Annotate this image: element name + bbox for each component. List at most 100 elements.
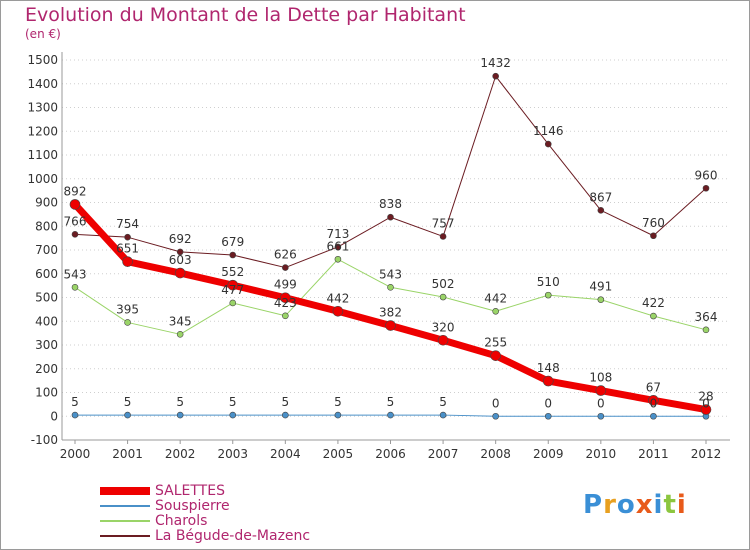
data-label: 5 — [439, 395, 447, 409]
data-point — [702, 326, 710, 334]
data-point — [71, 283, 79, 291]
data-point — [332, 305, 344, 317]
data-label: 754 — [116, 217, 139, 231]
data-label: 0 — [492, 396, 500, 410]
x-tick-label: 2004 — [270, 447, 301, 461]
data-label: 543 — [379, 267, 402, 281]
data-label: 0 — [702, 396, 710, 410]
data-label: 477 — [221, 283, 244, 297]
data-point — [229, 251, 237, 259]
data-label: 543 — [64, 267, 87, 281]
data-label: 0 — [544, 396, 552, 410]
data-label: 442 — [484, 291, 507, 305]
data-label: 838 — [379, 197, 402, 211]
logo-letter: i — [653, 490, 664, 520]
data-point — [334, 411, 342, 419]
data-label: 692 — [169, 232, 192, 246]
x-tick-label: 2002 — [165, 447, 196, 461]
data-point — [387, 213, 394, 221]
data-point — [597, 412, 605, 420]
logo-letter: t — [663, 490, 677, 520]
y-tick-label: 400 — [35, 314, 58, 328]
data-point — [124, 411, 131, 419]
data-point — [282, 411, 289, 419]
series-group — [69, 72, 712, 420]
data-label: 320 — [432, 320, 455, 334]
y-tick-label: 500 — [35, 291, 58, 305]
logo-letter: x — [635, 490, 654, 520]
data-label: 491 — [589, 280, 612, 294]
y-tick-label: 1300 — [27, 101, 58, 115]
data-point — [334, 255, 342, 263]
data-point — [492, 412, 499, 420]
y-tick-label: 1100 — [27, 148, 58, 162]
data-point — [124, 319, 131, 326]
data-point — [437, 334, 449, 346]
x-tick-label: 2010 — [586, 447, 617, 461]
x-tick-labels: 2000 2001 2002 2003 2004 2005 2006 2007 2008 2009… — [60, 447, 722, 461]
data-label: 423 — [274, 296, 297, 310]
data-point — [174, 267, 186, 279]
data-label: 757 — [432, 216, 455, 230]
data-point — [176, 331, 184, 338]
data-label: 502 — [432, 277, 455, 291]
y-tick-label: 800 — [35, 219, 58, 233]
data-point — [124, 233, 131, 241]
chart-unit: (en €) — [25, 27, 61, 41]
data-point — [229, 299, 237, 307]
y-tick-label: -100 — [31, 433, 58, 447]
x-tick-label: 2006 — [375, 447, 406, 461]
legend-swatch — [100, 520, 150, 522]
y-tick-label: 0 — [50, 409, 58, 423]
x-tick-label: 2011 — [638, 447, 669, 461]
data-point — [544, 140, 552, 148]
y-tick-label: 1400 — [27, 77, 58, 91]
data-point — [544, 291, 552, 299]
logo-letter: o — [616, 490, 636, 520]
x-tick-label: 2000 — [60, 447, 91, 461]
data-point — [387, 283, 394, 291]
data-point — [282, 312, 289, 320]
x-tick-label: 2008 — [480, 447, 511, 461]
legend-label: Charols — [155, 513, 208, 529]
legend-label: La Bégude-de-Mazenc — [155, 528, 311, 544]
y-tick-label: 900 — [35, 196, 58, 210]
data-label: 552 — [221, 265, 244, 279]
data-label: 1432 — [480, 56, 511, 70]
data-point — [702, 184, 710, 192]
data-point — [176, 411, 184, 419]
data-point — [597, 207, 605, 214]
data-label: 5 — [387, 395, 395, 409]
y-tick-label: 700 — [35, 243, 58, 257]
data-label: 5 — [282, 395, 290, 409]
x-tick-label: 2001 — [112, 447, 143, 461]
data-point — [700, 404, 712, 415]
legend-label: Souspierre — [155, 498, 230, 514]
data-point — [490, 350, 501, 361]
data-label: 67 — [646, 380, 661, 394]
data-label: 1146 — [533, 124, 564, 138]
data-point — [597, 296, 605, 303]
data-point — [439, 293, 447, 301]
data-label: 5 — [229, 395, 237, 409]
data-label: 603 — [169, 253, 192, 267]
data-point — [650, 412, 657, 420]
data-point — [385, 320, 396, 331]
data-label: 651 — [116, 242, 139, 256]
y-tick-label: 1500 — [27, 53, 58, 67]
legend-swatch — [100, 487, 150, 495]
data-label: 255 — [484, 336, 507, 350]
data-label: 108 — [589, 371, 612, 385]
data-label: 0 — [650, 396, 658, 410]
axes — [61, 52, 730, 444]
data-point — [282, 264, 289, 271]
logo-letter: i — [676, 490, 687, 520]
x-tick-label: 2007 — [428, 447, 459, 461]
data-point — [648, 395, 659, 406]
data-label: 960 — [695, 168, 718, 182]
data-label: 148 — [537, 361, 560, 375]
legend-swatch — [100, 535, 150, 537]
data-label: 5 — [124, 395, 132, 409]
grid-lines — [62, 59, 730, 441]
proxiti-logo: Proxiti — [583, 490, 687, 520]
